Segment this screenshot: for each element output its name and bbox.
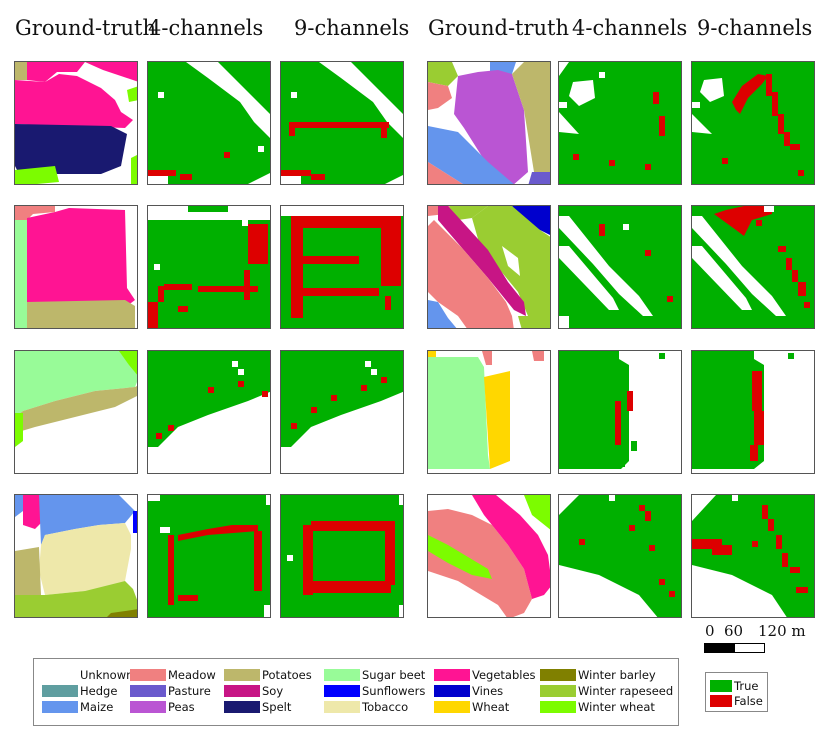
panel-r4-9-channels-left [280,494,404,618]
panel-r4-9-channels-right [691,494,815,618]
panel-r1-4-channels-right [558,61,682,185]
scale-label-120: 120 m [758,622,806,640]
legend-item-wheat: Wheat [434,700,509,714]
legend-item-spelt: Spelt [224,700,291,714]
legend-swatch [710,695,732,707]
panel-r3-9-channels-right [691,350,815,474]
legend-swatch [434,685,470,697]
legend-item-vines: Vines [434,684,503,698]
col-title-9-channels-right: 9-channels [697,16,813,40]
panel-r2-ground-truth-right [427,205,551,329]
legend-item-winter-wheat: Winter wheat [540,700,655,714]
col-title-4-channels-left: 4-channels [148,16,264,40]
legend-item-true: True [710,679,758,693]
legend-item-soy: Soy [224,684,283,698]
legend-item-winter-barley: Winter barley [540,668,656,682]
panel-r2-9-channels-right [691,205,815,329]
legend-swatch [324,701,360,713]
panel-r2-4-channels-right [558,205,682,329]
legend-item-hedge: Hedge [42,684,117,698]
panel-r2-4-channels-left [147,205,271,329]
legend-item-unknown: Unknown [42,668,133,682]
legend-item-vegetables: Vegetables [434,668,536,682]
panel-r2-9-channels-left [280,205,404,329]
panel-r3-ground-truth-left [14,350,138,474]
class-legend: Unknown Hedge Maize Meadow Pasture Peas … [33,658,679,726]
scale-label-0: 0 [705,622,715,640]
panel-r1-ground-truth-right [427,61,551,185]
col-title-4-channels-right: 4-channels [572,16,688,40]
panel-r1-9-channels-left [280,61,404,185]
panel-r3-4-channels-right [558,350,682,474]
panel-r4-ground-truth-left [14,494,138,618]
panel-r3-4-channels-left [147,350,271,474]
legend-item-pasture: Pasture [130,684,211,698]
col-title-9-channels-left: 9-channels [294,16,410,40]
legend-swatch [434,701,470,713]
legend-swatch [540,701,576,713]
legend-swatch [324,669,360,681]
panel-r1-ground-truth-left [14,61,138,185]
panel-r2-ground-truth-left [14,205,138,329]
col-title-ground-truth-left: Ground-truth [15,16,157,40]
panel-r4-4-channels-left [147,494,271,618]
legend-swatch [434,669,470,681]
legend-item-meadow: Meadow [130,668,216,682]
legend-swatch [224,685,260,697]
panel-r3-ground-truth-right [427,350,551,474]
legend-item-peas: Peas [130,700,195,714]
legend-swatch [130,701,166,713]
legend-swatch [42,685,78,697]
scale-bar-black-segment [705,644,735,652]
legend-swatch [130,685,166,697]
panel-r1-9-channels-right [691,61,815,185]
panel-r1-4-channels-left [147,61,271,185]
accuracy-legend: True False [705,672,768,712]
legend-swatch [324,685,360,697]
legend-item-winter-rapeseed: Winter rapeseed [540,684,673,698]
panel-r4-4-channels-right [558,494,682,618]
legend-item-tobacco: Tobacco [324,700,408,714]
legend-swatch [42,669,78,681]
legend-item-maize: Maize [42,700,113,714]
legend-swatch [540,685,576,697]
legend-swatch [224,669,260,681]
legend-swatch [710,680,732,692]
scale-label-60: 60 [724,622,744,640]
legend-swatch [224,701,260,713]
legend-swatch [540,669,576,681]
legend-swatch [130,669,166,681]
legend-swatch [42,701,78,713]
col-title-ground-truth-right: Ground-truth [428,16,570,40]
legend-item-potatoes: Potatoes [224,668,312,682]
panel-r4-ground-truth-right [427,494,551,618]
legend-item-false: False [710,694,763,708]
scale-bar [704,643,765,653]
legend-item-sugar-beet: Sugar beet [324,668,425,682]
legend-item-sunflowers: Sunflowers [324,684,425,698]
panel-r3-9-channels-left [280,350,404,474]
